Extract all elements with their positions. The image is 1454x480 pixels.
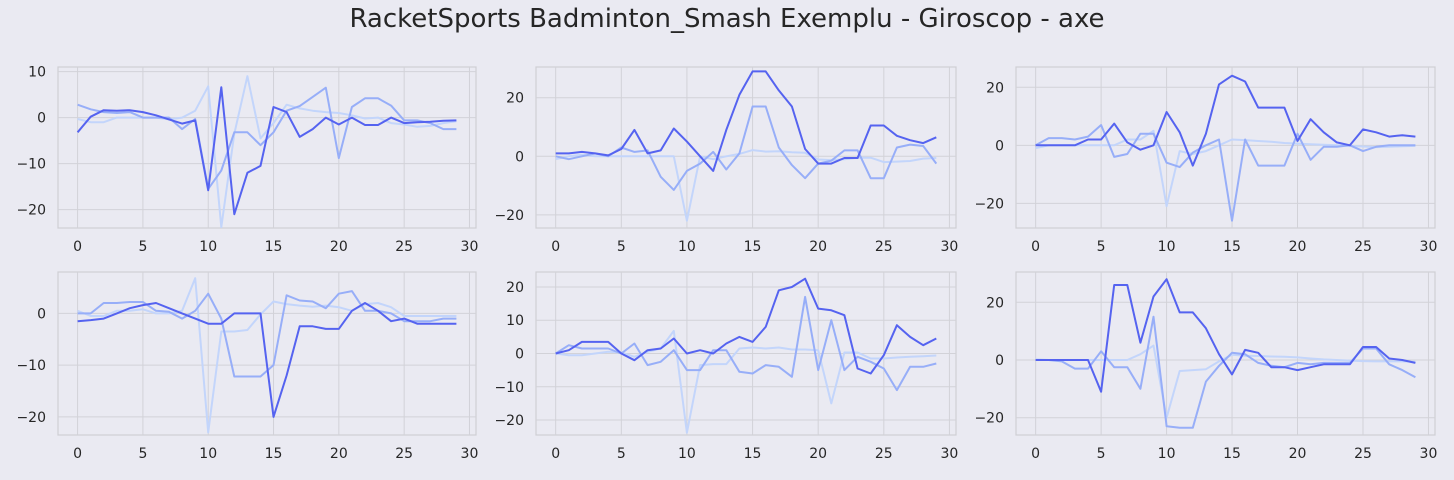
figure-title: RacketSports Badminton_Smash Exemplu - G…	[349, 4, 1105, 34]
y-tick-label: 20	[986, 295, 1004, 311]
x-tick-label: 30	[941, 239, 959, 255]
x-tick-label: 15	[1223, 446, 1241, 462]
x-tick-label: 10	[678, 446, 696, 462]
series-line-1	[76, 86, 457, 216]
series-line-1	[555, 70, 937, 172]
series-line-2	[1035, 124, 1416, 222]
x-tick-label: 5	[138, 239, 147, 255]
y-tick-label: −10	[16, 358, 46, 374]
x-tick-label: 5	[1097, 446, 1106, 462]
y-tick-label: 10	[28, 65, 46, 81]
x-tick-label: 25	[875, 239, 893, 255]
y-tick-label: 0	[515, 347, 524, 363]
series-line-1	[555, 277, 937, 375]
y-tick-label: −20	[494, 413, 524, 429]
x-tick-label: 20	[809, 239, 827, 255]
x-tick-label: 25	[395, 446, 413, 462]
x-tick-label: 10	[1158, 239, 1176, 255]
x-tick-label: 0	[73, 446, 82, 462]
y-tick-label: 20	[506, 91, 524, 107]
plot-area-1	[57, 66, 477, 229]
y-tick-label: 0	[515, 149, 524, 165]
series-line-3	[555, 149, 937, 222]
series-line-3	[77, 277, 457, 434]
x-tick-label: 20	[1289, 446, 1307, 462]
x-tick-label: 30	[941, 446, 959, 462]
x-tick-label: 20	[1289, 239, 1307, 255]
y-tick-label: 0	[995, 138, 1004, 154]
y-tick-label: 10	[506, 313, 524, 329]
series-line-1	[1035, 74, 1416, 167]
x-tick-label: 20	[330, 239, 348, 255]
x-tick-label: 25	[875, 446, 893, 462]
x-tick-label: 0	[1031, 239, 1040, 255]
x-tick-label: 0	[73, 239, 82, 255]
x-tick-label: 25	[1354, 446, 1372, 462]
y-tick-label: 0	[37, 306, 46, 322]
x-tick-label: 15	[744, 446, 762, 462]
x-tick-label: 30	[1420, 446, 1438, 462]
x-tick-label: 5	[138, 446, 147, 462]
plot-area-6	[1015, 271, 1436, 436]
y-tick-label: 0	[995, 353, 1004, 369]
y-tick-label: −20	[16, 203, 46, 219]
x-tick-label: 30	[461, 446, 479, 462]
plot-area-4	[57, 271, 477, 436]
x-tick-label: 25	[1354, 239, 1372, 255]
y-tick-label: −20	[974, 411, 1004, 427]
y-tick-label: 20	[506, 280, 524, 296]
x-tick-label: 5	[1097, 239, 1106, 255]
x-tick-label: 10	[678, 239, 696, 255]
x-tick-label: 15	[265, 446, 283, 462]
x-tick-label: 25	[395, 239, 413, 255]
series-line-1	[77, 302, 457, 418]
x-tick-label: 0	[551, 239, 560, 255]
plot-area-2	[535, 66, 957, 229]
x-tick-label: 15	[265, 239, 283, 255]
x-tick-label: 10	[199, 446, 217, 462]
x-tick-label: 15	[744, 239, 762, 255]
y-tick-label: −10	[494, 380, 524, 396]
x-tick-label: 5	[617, 239, 626, 255]
x-tick-label: 20	[330, 446, 348, 462]
series-line-1	[1035, 278, 1416, 393]
x-tick-label: 20	[809, 446, 827, 462]
x-tick-label: 5	[617, 446, 626, 462]
y-tick-label: 20	[986, 80, 1004, 96]
y-tick-label: −20	[16, 410, 46, 426]
x-tick-label: 0	[551, 446, 560, 462]
x-tick-label: 0	[1031, 446, 1040, 462]
x-tick-label: 10	[1158, 446, 1176, 462]
x-tick-label: 10	[199, 239, 217, 255]
y-tick-label: −20	[974, 196, 1004, 212]
y-tick-label: 0	[37, 111, 46, 127]
y-tick-label: −10	[16, 157, 46, 173]
y-tick-label: −20	[494, 208, 524, 224]
x-tick-label: 30	[1420, 239, 1438, 255]
x-tick-label: 30	[461, 239, 479, 255]
x-tick-label: 15	[1223, 239, 1241, 255]
